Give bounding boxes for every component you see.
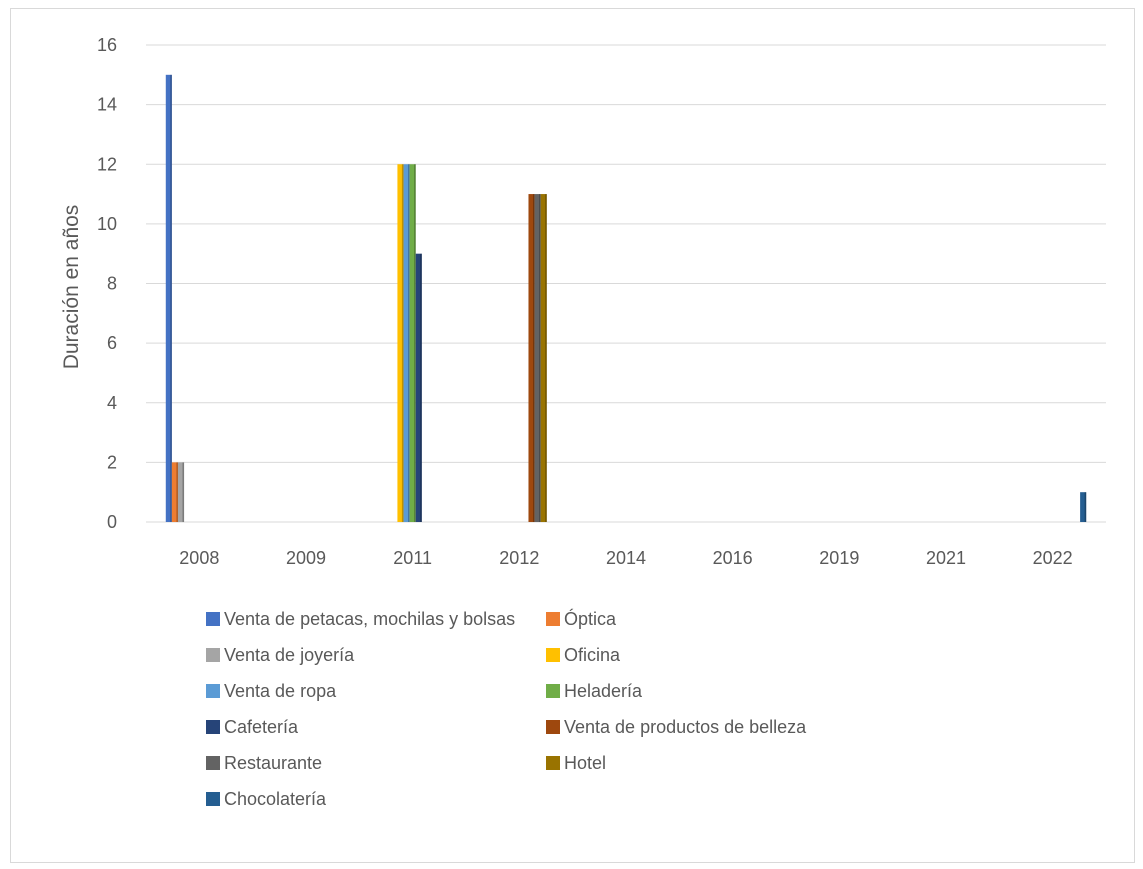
bar-shade (408, 164, 410, 522)
legend-swatch (206, 684, 220, 698)
legend-swatch (546, 720, 560, 734)
bar (415, 253, 422, 522)
legend-swatch (546, 756, 560, 770)
y-tick-label: 4 (107, 393, 117, 413)
x-tick-label: 2016 (713, 548, 753, 568)
legend-label: Oficina (564, 644, 621, 665)
legend-label: Venta de ropa (224, 680, 337, 701)
x-tick-label: 2009 (286, 548, 326, 568)
legend-label: Heladería (564, 680, 643, 701)
legend-item: Venta de joyería (206, 643, 546, 667)
legend-label: Venta de petacas, mochilas y bolsas (224, 608, 516, 629)
legend-label: Restaurante (224, 752, 323, 773)
legend-item: Óptica (546, 607, 926, 631)
legend-swatch (546, 648, 560, 662)
y-tick-label: 0 (107, 512, 117, 532)
bar-shade (414, 164, 416, 522)
y-tick-label: 2 (107, 452, 117, 472)
y-tick-label: 12 (97, 154, 117, 174)
legend-label: Venta de joyería (224, 644, 355, 665)
legend-item: Venta de ropa (206, 679, 546, 703)
bar (409, 164, 416, 522)
bar-shade (401, 164, 404, 522)
x-tick-label: 2022 (1033, 548, 1073, 568)
legend-item: Venta de petacas, mochilas y bolsas (206, 607, 546, 631)
legend-item: Venta de productos de belleza (546, 715, 926, 739)
legend-label: Chocolatería (224, 788, 327, 809)
legend-item: Oficina (546, 643, 926, 667)
legend-swatch (206, 756, 220, 770)
legend-swatch (206, 648, 220, 662)
legend-item: Hotel (546, 751, 926, 775)
gridlines (146, 44, 1106, 523)
bar (403, 164, 410, 522)
bar-shade (539, 194, 541, 522)
bar-shade (532, 194, 535, 522)
legend-swatch (206, 720, 220, 734)
x-tick-label: 2014 (606, 548, 646, 568)
bar (397, 164, 404, 522)
legend: Venta de petacas, mochilas y bolsas Óptic… (206, 607, 926, 811)
bars (165, 74, 1087, 523)
legend-label: Venta de productos de belleza (564, 716, 807, 737)
legend-label: Óptica (564, 608, 617, 629)
bar-shade (420, 253, 422, 522)
bar (1080, 492, 1087, 522)
x-tick-label: 2019 (819, 548, 859, 568)
bar-shade (1084, 492, 1087, 522)
bar (528, 194, 535, 522)
legend-swatch (206, 792, 220, 806)
chart-frame: 0 2 4 6 8 10 12 14 16 2008 2009 2011 2012 2014 2016 20… (10, 8, 1135, 863)
y-tick-label: 8 (107, 274, 117, 294)
bar (534, 194, 541, 522)
legend-item: Restaurante (206, 751, 546, 775)
legend-swatch (546, 684, 560, 698)
y-tick-label: 10 (97, 214, 117, 234)
bar-shade (176, 462, 178, 523)
legend-swatch (206, 612, 220, 626)
x-tick-label: 2008 (179, 548, 219, 568)
x-axis-ticks: 2008 2009 2011 2012 2014 2016 2019 2021 2022 (179, 548, 1072, 568)
legend-item: Chocolatería (206, 787, 546, 811)
bar-shade (170, 74, 172, 522)
bar-shade (182, 462, 185, 523)
x-tick-label: 2021 (926, 548, 966, 568)
y-tick-label: 16 (97, 35, 117, 55)
bar (540, 194, 547, 522)
bar (177, 462, 185, 523)
y-axis-label: Duración en años (60, 205, 83, 370)
legend-item: Heladería (546, 679, 926, 703)
y-tick-label: 6 (107, 333, 117, 353)
legend-item: Cafetería (206, 715, 546, 739)
legend-label: Hotel (564, 752, 607, 773)
bar (171, 462, 178, 523)
y-tick-label: 14 (97, 95, 117, 115)
legend-label: Cafetería (224, 716, 299, 737)
y-axis-ticks: 0 2 4 6 8 10 12 14 16 (97, 35, 117, 532)
bar-shade (545, 194, 547, 522)
x-tick-label: 2011 (393, 548, 432, 568)
bar (165, 74, 172, 522)
x-tick-label: 2012 (499, 548, 539, 568)
legend-swatch (546, 612, 560, 626)
